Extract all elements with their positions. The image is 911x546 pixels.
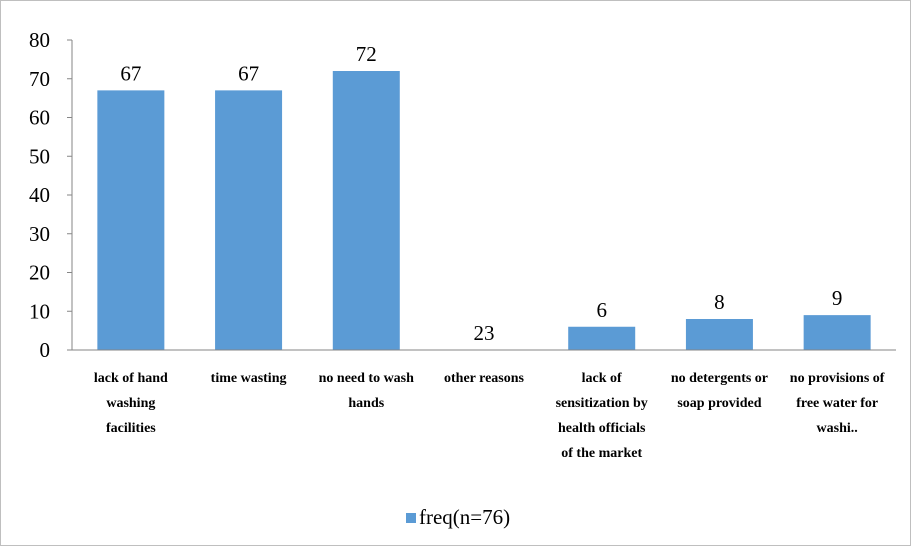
x-axis: lack of hand washing facilities time wastin… [72, 349, 896, 461]
y-tick-label: 60 [29, 106, 50, 130]
x-category-label: no need to wash hands [319, 371, 415, 411]
y-tick-label: 20 [29, 261, 50, 285]
bar-data-label: 9 [832, 286, 843, 310]
bar [215, 90, 283, 350]
bar [803, 315, 871, 350]
bar [332, 71, 400, 350]
y-tick-label: 30 [29, 222, 50, 246]
bars [97, 71, 871, 350]
y-tick-label: 10 [29, 299, 50, 323]
legend-swatch [406, 513, 416, 523]
x-category-label: lack of hand washing facilities [94, 371, 168, 436]
legend-label: freq(n=76) [419, 505, 510, 529]
bar [568, 326, 636, 350]
bar-data-label: 23 [474, 321, 495, 345]
bar-data-label: 67 [238, 61, 259, 85]
bar [97, 90, 165, 350]
y-axis: 0 10 20 30 40 50 60 70 80 [29, 28, 73, 362]
x-category-label: other reasons [444, 371, 525, 386]
bar [685, 319, 753, 350]
bar-data-label: 8 [714, 290, 725, 314]
x-category-label: no provisions of free water for washi.. [790, 371, 885, 436]
data-labels: 67 67 72 23 6 8 9 [120, 42, 842, 345]
bar-data-label: 6 [596, 298, 607, 322]
y-tick-label: 70 [29, 67, 50, 91]
x-category-label: lack of sensitization by health officials o… [556, 371, 648, 461]
y-tick-label: 80 [29, 28, 50, 52]
x-category-label: time wasting [211, 371, 287, 386]
bar-data-label: 72 [356, 42, 377, 66]
bar-data-label: 67 [120, 61, 141, 85]
x-category-label: no detergents or soap provided [671, 371, 768, 411]
y-tick-label: 40 [29, 183, 50, 207]
y-tick-label: 0 [40, 338, 51, 362]
legend: freq(n=76) [406, 505, 510, 529]
y-tick-label: 50 [29, 144, 50, 168]
